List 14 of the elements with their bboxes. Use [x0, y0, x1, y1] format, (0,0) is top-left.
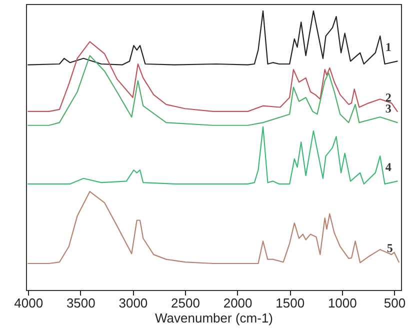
x-tick-label: 500 [384, 296, 406, 310]
x-tick-label: 3500 [66, 296, 96, 310]
series-label: 2 [385, 90, 392, 104]
series-label: 5 [386, 241, 393, 256]
series-label: 3 [385, 102, 392, 116]
series-label: 1 [385, 40, 392, 54]
series-label: 4 [385, 160, 392, 174]
x-tick-label: 1000 [328, 296, 357, 310]
x-tick-label: 3000 [118, 296, 148, 310]
x-tick-label: 4000 [14, 296, 44, 310]
x-tick-label: 1500 [276, 296, 305, 310]
x-tick-label: 2000 [223, 296, 252, 310]
x-axis-title: Wavenumber (cm-1) [155, 310, 273, 326]
x-tick-label: 2500 [171, 296, 200, 310]
